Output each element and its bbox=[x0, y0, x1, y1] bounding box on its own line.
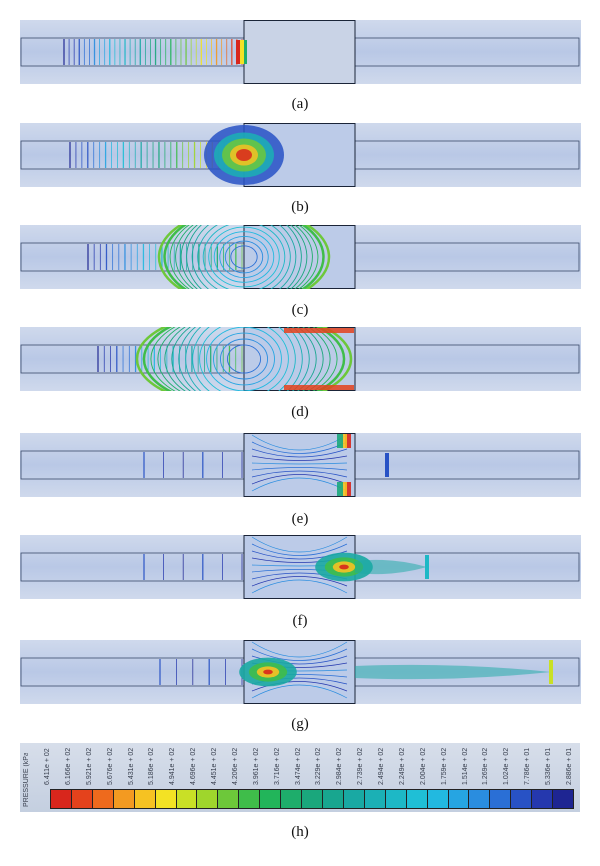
legend-swatch bbox=[113, 790, 135, 808]
legend-tick-label: 2.739e + 02 bbox=[357, 747, 365, 785]
legend-tick-label: 3.229e + 02 bbox=[315, 747, 323, 785]
legend-swatch bbox=[490, 790, 512, 808]
pressure-contour-d bbox=[20, 327, 580, 391]
panel-caption-e: (e) bbox=[291, 511, 309, 527]
legend-tick-label: 1.024e + 02 bbox=[503, 747, 511, 785]
legend-tick-label: 6.166e + 02 bbox=[64, 747, 72, 785]
legend-swatch bbox=[281, 790, 303, 808]
legend-tick-label: 5.186e + 02 bbox=[148, 747, 156, 785]
legend-tick-label: 5.431e + 02 bbox=[127, 747, 135, 785]
legend-caption: (h) bbox=[291, 824, 309, 840]
legend-swatch bbox=[260, 790, 282, 808]
legend-swatch bbox=[343, 790, 365, 808]
legend-tick-label: 4.941e + 02 bbox=[169, 747, 177, 785]
panel-caption-d: (d) bbox=[291, 404, 309, 420]
legend-tick-label: 3.716e + 02 bbox=[273, 747, 281, 785]
legend-tick-label: 4.451e + 02 bbox=[211, 747, 219, 785]
legend-swatch bbox=[385, 790, 407, 808]
legend-swatch bbox=[71, 790, 93, 808]
legend-swatch bbox=[176, 790, 198, 808]
legend-swatch bbox=[155, 790, 177, 808]
legend-tick-label: 2.984e + 02 bbox=[336, 747, 344, 785]
legend-swatch bbox=[302, 790, 323, 808]
legend-swatch bbox=[322, 790, 344, 808]
legend-swatch bbox=[469, 790, 491, 808]
pressure-legend: PRESSURE (kPa) 6.411e + 02 6.166e + 02 5.9… bbox=[20, 743, 580, 812]
panel-caption-a: (a) bbox=[291, 96, 309, 112]
legend-swatch bbox=[448, 790, 470, 808]
legend-tick-label: 2.494e + 02 bbox=[378, 747, 386, 785]
pressure-contour-f bbox=[20, 535, 580, 599]
legend-tick-label: 2.004e + 02 bbox=[419, 747, 427, 785]
simulation-panel-g bbox=[20, 640, 581, 704]
simulation-panel-c bbox=[20, 225, 581, 289]
legend-swatch bbox=[427, 790, 449, 808]
simulation-panel-e bbox=[20, 433, 581, 497]
pressure-contour-b bbox=[20, 123, 580, 187]
panel-caption-f: (f) bbox=[292, 613, 308, 629]
legend-tick-label: 6.411e + 02 bbox=[44, 748, 51, 785]
legend-swatch bbox=[553, 790, 574, 808]
legend-swatch bbox=[239, 790, 261, 808]
legend-tick-label: 5.336e + 01 bbox=[545, 747, 553, 785]
legend-swatch bbox=[51, 790, 72, 808]
pressure-contour-a bbox=[20, 20, 580, 84]
pressure-contour-e bbox=[20, 433, 580, 497]
legend-swatch bbox=[511, 790, 533, 808]
legend-swatch bbox=[218, 790, 240, 808]
pressure-contour-g bbox=[20, 640, 580, 704]
legend-tick-label: 1.514e + 02 bbox=[461, 747, 469, 785]
simulation-panel-a bbox=[20, 20, 581, 84]
pressure-contour-c bbox=[20, 225, 580, 289]
panel-caption-b: (b) bbox=[291, 199, 309, 215]
legend-tick-label: 5.676e + 02 bbox=[106, 747, 114, 785]
legend-swatch bbox=[406, 790, 428, 808]
legend-tick-label: 4.206e + 02 bbox=[231, 747, 239, 785]
legend-swatch bbox=[197, 790, 219, 808]
legend-labels: 6.411e + 02 6.166e + 02 5.921e + 02 5.676e … bbox=[44, 743, 573, 785]
simulation-panel-f bbox=[20, 535, 581, 599]
legend-tick-label: 1.759e + 02 bbox=[440, 747, 448, 785]
legend-title: PRESSURE (kPa) bbox=[23, 753, 30, 807]
panel-caption-g: (g) bbox=[291, 716, 309, 732]
legend-tick-label: 7.786e + 01 bbox=[524, 747, 532, 785]
legend-swatch bbox=[92, 790, 114, 808]
legend-tick-label: 2.886e + 01 bbox=[566, 747, 573, 785]
legend-tick-label: 1.269e + 02 bbox=[482, 747, 490, 785]
simulation-panel-b bbox=[20, 123, 581, 187]
legend-swatch bbox=[134, 790, 156, 808]
simulation-panel-d bbox=[20, 327, 581, 391]
legend-tick-label: 5.921e + 02 bbox=[85, 747, 93, 785]
legend-color-bar bbox=[50, 789, 574, 809]
legend-tick-label: 4.696e + 02 bbox=[190, 747, 198, 785]
panel-caption-c: (c) bbox=[291, 302, 309, 318]
legend-tick-label: 3.961e + 02 bbox=[252, 747, 260, 785]
legend-tick-label: 3.474e + 02 bbox=[294, 747, 302, 785]
legend-swatch bbox=[364, 790, 386, 808]
legend-swatch bbox=[532, 790, 554, 808]
legend-tick-label: 2.249e + 02 bbox=[398, 747, 406, 785]
